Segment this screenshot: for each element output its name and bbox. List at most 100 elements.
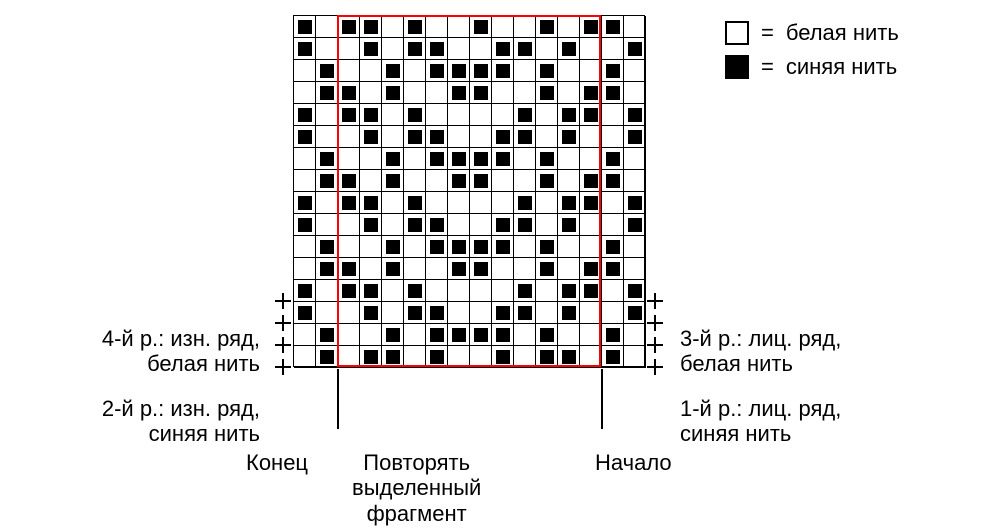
chart-cell <box>338 346 360 368</box>
chart-cell <box>514 302 536 324</box>
knitting-chart <box>293 15 647 369</box>
chart-cell <box>382 16 404 38</box>
chart-cell <box>536 258 558 280</box>
legend-label-blue: синяя нить <box>786 54 897 80</box>
chart-cell <box>426 126 448 148</box>
chart-cell <box>624 148 646 170</box>
chart-cell <box>404 38 426 60</box>
chart-cell <box>492 214 514 236</box>
chart-cell <box>514 82 536 104</box>
chart-cell <box>294 258 316 280</box>
row1-label-l2: синяя нить <box>680 421 791 446</box>
chart-cell <box>382 346 404 368</box>
tick <box>601 369 603 429</box>
chart-cell <box>294 148 316 170</box>
chart-cell <box>404 214 426 236</box>
chart-cell <box>536 82 558 104</box>
chart-cell <box>404 258 426 280</box>
chart-cell <box>558 60 580 82</box>
swatch-empty <box>725 21 749 45</box>
chart-cell <box>536 236 558 258</box>
chart-cell <box>536 302 558 324</box>
tick <box>654 359 656 375</box>
chart-cell <box>338 192 360 214</box>
chart-cell <box>382 214 404 236</box>
chart-cell <box>624 214 646 236</box>
chart-cell <box>360 258 382 280</box>
chart-cell <box>426 16 448 38</box>
chart-cell <box>426 38 448 60</box>
chart-cell <box>580 258 602 280</box>
chart-cell <box>536 104 558 126</box>
chart-cell <box>558 126 580 148</box>
chart-cell <box>338 60 360 82</box>
chart-cell <box>360 192 382 214</box>
repeat-label-l2: выделенный <box>352 475 481 500</box>
chart-cell <box>624 38 646 60</box>
chart-cell <box>580 104 602 126</box>
legend-eq: = <box>761 20 774 46</box>
chart-cell <box>448 280 470 302</box>
chart-cell <box>558 346 580 368</box>
chart-cell <box>558 324 580 346</box>
chart-cell <box>514 104 536 126</box>
chart-cell <box>558 148 580 170</box>
chart-cell <box>602 236 624 258</box>
chart-cell <box>492 192 514 214</box>
figure-stage: = белая нить = синяя нить 4-й р.: изн. р… <box>0 0 1000 529</box>
chart-cell <box>514 16 536 38</box>
chart-cell <box>426 214 448 236</box>
chart-cell <box>624 192 646 214</box>
chart-cell <box>558 258 580 280</box>
chart-cell <box>360 214 382 236</box>
end-label-text: Конец <box>246 450 308 475</box>
chart-cell <box>492 82 514 104</box>
chart-cell <box>426 280 448 302</box>
chart-cell <box>602 346 624 368</box>
chart-cell <box>316 214 338 236</box>
chart-cell <box>624 126 646 148</box>
chart-cell <box>294 346 316 368</box>
chart-cell <box>602 192 624 214</box>
chart-cell <box>492 346 514 368</box>
chart-cell <box>470 60 492 82</box>
chart-cell <box>338 236 360 258</box>
chart-cell <box>404 236 426 258</box>
chart-cell <box>404 148 426 170</box>
chart-cell <box>404 280 426 302</box>
chart-cell <box>580 60 602 82</box>
chart-cell <box>360 82 382 104</box>
chart-cell <box>360 346 382 368</box>
chart-cell <box>470 82 492 104</box>
chart-cell <box>404 192 426 214</box>
chart-cell <box>294 324 316 346</box>
chart-cell <box>382 258 404 280</box>
chart-cell <box>294 236 316 258</box>
chart-cell <box>602 126 624 148</box>
chart-cell <box>382 236 404 258</box>
chart-cell <box>580 302 602 324</box>
chart-cell <box>580 236 602 258</box>
chart-cell <box>316 148 338 170</box>
chart-cell <box>624 302 646 324</box>
row2-label: 2-й р.: изн. ряд, синяя нить <box>102 396 260 447</box>
chart-cell <box>580 280 602 302</box>
chart-cell <box>624 16 646 38</box>
chart-cell <box>426 236 448 258</box>
chart-cell <box>382 170 404 192</box>
chart-cell <box>316 60 338 82</box>
chart-cell <box>514 148 536 170</box>
chart-cell <box>492 258 514 280</box>
start-label-text: Начало <box>595 450 672 475</box>
chart-cell <box>624 170 646 192</box>
chart-cell <box>382 104 404 126</box>
chart-cell <box>470 236 492 258</box>
chart-cell <box>404 104 426 126</box>
chart-cell <box>558 214 580 236</box>
chart-cell <box>294 192 316 214</box>
chart-cell <box>536 60 558 82</box>
chart-cell <box>404 60 426 82</box>
chart-cell <box>338 324 360 346</box>
chart-cell <box>382 324 404 346</box>
chart-cell <box>470 16 492 38</box>
